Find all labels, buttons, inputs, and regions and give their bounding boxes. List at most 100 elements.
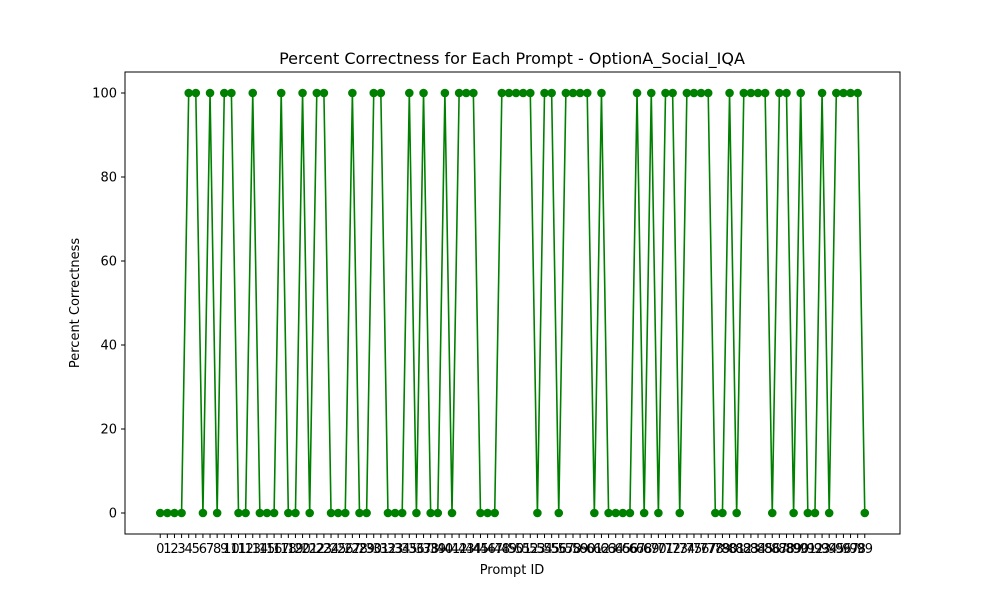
- data-point: [291, 508, 300, 518]
- x-tick-label: 62: [593, 542, 610, 557]
- x-tick-label: 92: [807, 542, 824, 557]
- data-point: [860, 508, 870, 518]
- x-tick-label: 40: [437, 542, 454, 557]
- y-tick-label: 40: [100, 339, 117, 354]
- data-point: [155, 508, 165, 518]
- data-point: [184, 88, 193, 98]
- data-point: [177, 508, 186, 518]
- x-tick-label: 46: [479, 542, 496, 557]
- data-point: [319, 88, 329, 98]
- x-tick-label: 24: [323, 542, 340, 557]
- x-tick-label: 43: [458, 542, 475, 557]
- x-tick-label: 76: [693, 542, 710, 557]
- x-tick-label: 44: [465, 542, 482, 557]
- plot-frame: [124, 71, 901, 535]
- x-tick-label: 13: [244, 542, 261, 557]
- x-tick-label: 30: [365, 542, 382, 557]
- x-tick-label: 21: [301, 542, 318, 557]
- x-tick-label: 55: [543, 542, 560, 557]
- x-tick-label: 34: [394, 542, 411, 557]
- x-tick-label: 22: [309, 542, 326, 557]
- data-point: [355, 508, 364, 518]
- plot-area: 0204060801000123456789101112131415161718…: [92, 87, 873, 558]
- data-point: [646, 88, 656, 98]
- x-tick-label: 74: [679, 542, 696, 557]
- data-point: [376, 88, 386, 98]
- data-point: [227, 88, 236, 98]
- x-tick-label: 12: [237, 542, 254, 557]
- data-point: [525, 88, 535, 98]
- x-tick-label: 47: [486, 542, 503, 557]
- y-tick-label: 60: [100, 255, 117, 270]
- data-point: [803, 508, 813, 518]
- x-tick-label: 50: [508, 542, 525, 557]
- data-point: [212, 508, 222, 518]
- data-point: [454, 88, 464, 98]
- data-point: [597, 88, 606, 98]
- x-tick-label: 18: [280, 542, 297, 557]
- data-point: [518, 88, 528, 98]
- data-point: [853, 88, 862, 98]
- x-tick-label: 20: [294, 542, 311, 557]
- x-tick-label: 68: [636, 542, 653, 557]
- data-point: [284, 508, 293, 518]
- x-tick-label: 99: [856, 542, 873, 557]
- data-point: [547, 88, 556, 98]
- x-tick-label: 78: [707, 542, 724, 557]
- data-point: [476, 508, 485, 518]
- x-tick-label: 94: [821, 542, 838, 557]
- x-tick-label: 23: [316, 542, 333, 557]
- x-tick-label: 75: [686, 542, 703, 557]
- data-point: [604, 508, 613, 518]
- x-tick-label: 51: [515, 542, 532, 557]
- x-tick-label: 33: [387, 542, 404, 557]
- x-tick-label: 39: [430, 542, 447, 557]
- data-point: [732, 508, 741, 518]
- data-point: [390, 508, 400, 518]
- data-point: [312, 88, 322, 98]
- data-point: [326, 508, 336, 518]
- x-tick-label: 31: [373, 542, 390, 557]
- data-point: [575, 88, 585, 98]
- x-tick-label: 42: [451, 542, 468, 557]
- x-tick-label: 49: [501, 542, 518, 557]
- y-tick-label: 80: [100, 171, 117, 186]
- x-tick-label: 36: [408, 542, 425, 557]
- x-tick-label: 61: [586, 542, 603, 557]
- x-tick-label: 4: [185, 542, 193, 557]
- x-tick-label: 65: [615, 542, 632, 557]
- x-tick-label: 80: [721, 542, 738, 557]
- data-point: [767, 508, 777, 518]
- x-tick-label: 82: [736, 542, 753, 557]
- data-point: [340, 508, 350, 518]
- x-tick-label: 48: [494, 542, 511, 557]
- data-point: [561, 88, 571, 98]
- data-point: [461, 88, 471, 98]
- x-tick-label: 85: [757, 542, 774, 557]
- x-tick-label: 88: [778, 542, 795, 557]
- data-point: [333, 508, 343, 518]
- x-tick-label: 27: [344, 542, 361, 557]
- data-point: [397, 508, 407, 518]
- x-tick-label: 17: [273, 542, 290, 557]
- data-point: [383, 508, 393, 518]
- data-point: [654, 508, 663, 518]
- data-point: [433, 508, 443, 518]
- data-point: [419, 88, 428, 98]
- x-tick-label: 9: [220, 542, 228, 557]
- data-point: [703, 88, 713, 98]
- data-point: [746, 88, 756, 98]
- data-point: [490, 508, 500, 518]
- x-tick-label: 84: [750, 542, 767, 557]
- x-tick-label: 16: [266, 542, 283, 557]
- data-point: [191, 88, 201, 98]
- x-tick-label: 98: [849, 542, 866, 557]
- data-point: [504, 88, 514, 98]
- x-tick-label: 89: [785, 542, 802, 557]
- x-tick-label: 73: [671, 542, 688, 557]
- data-point: [796, 88, 806, 98]
- x-tick-label: 38: [422, 542, 439, 557]
- data-point: [689, 88, 699, 98]
- x-tick-label: 8: [213, 542, 221, 557]
- x-tick-label: 5: [192, 542, 200, 557]
